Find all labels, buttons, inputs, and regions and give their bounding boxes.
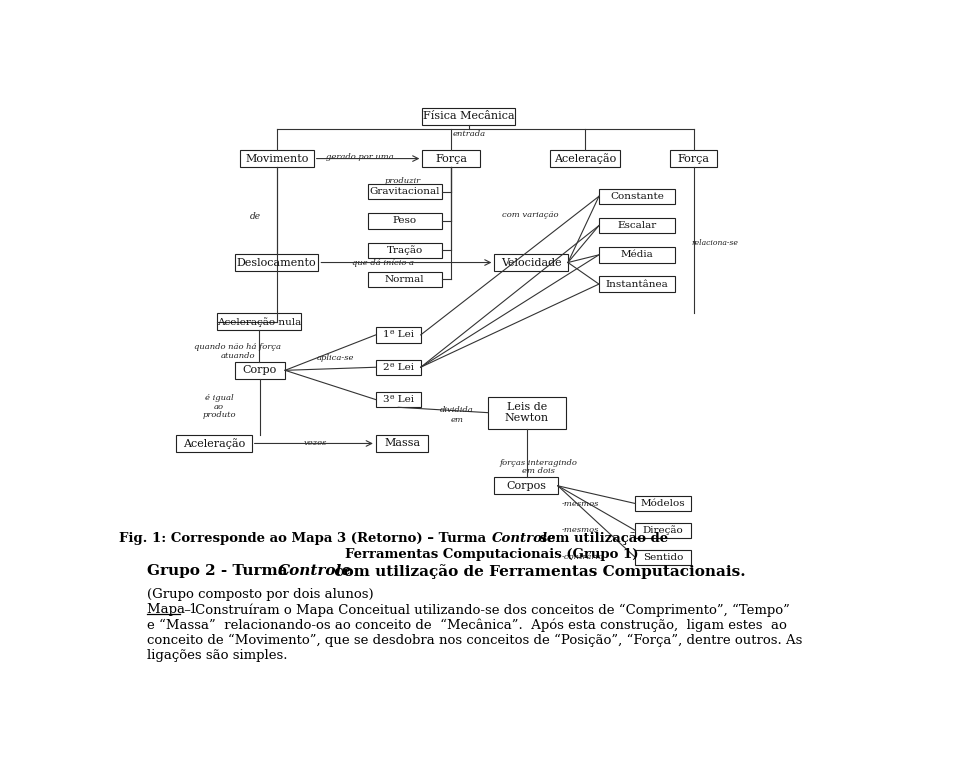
FancyBboxPatch shape xyxy=(599,218,675,234)
FancyBboxPatch shape xyxy=(234,254,319,271)
FancyBboxPatch shape xyxy=(375,435,428,452)
Text: Aceleração: Aceleração xyxy=(182,438,245,449)
Text: Controle: Controle xyxy=(492,532,557,546)
Text: Mapa 1: Mapa 1 xyxy=(147,603,198,616)
FancyBboxPatch shape xyxy=(636,496,691,511)
Text: Direção: Direção xyxy=(643,525,684,535)
FancyBboxPatch shape xyxy=(494,254,568,271)
Text: Aceleração: Aceleração xyxy=(554,153,616,164)
Text: gerado por uma: gerado por uma xyxy=(326,153,395,161)
FancyBboxPatch shape xyxy=(368,243,442,258)
FancyBboxPatch shape xyxy=(240,150,314,167)
FancyBboxPatch shape xyxy=(494,477,558,494)
Text: Corpos: Corpos xyxy=(506,481,546,491)
FancyBboxPatch shape xyxy=(488,397,565,429)
Text: Física Mecânica: Física Mecânica xyxy=(423,111,515,121)
Text: sem utilização de: sem utilização de xyxy=(536,532,668,546)
Text: Peso: Peso xyxy=(393,217,417,226)
Text: forças interagindo: forças interagindo xyxy=(499,459,577,466)
FancyBboxPatch shape xyxy=(375,359,420,375)
FancyBboxPatch shape xyxy=(599,247,675,262)
Text: Velocidade: Velocidade xyxy=(501,258,562,268)
Text: -mesmos: -mesmos xyxy=(562,500,599,508)
Text: em dois: em dois xyxy=(522,467,555,475)
Text: ao: ao xyxy=(214,403,225,411)
Text: Instantânea: Instantânea xyxy=(606,279,668,289)
Text: Sentido: Sentido xyxy=(643,553,684,562)
Text: é igual: é igual xyxy=(204,394,233,402)
Text: e “Massa”  relacionando-os ao conceito de  “Mecânica”.  Após esta construção,  l: e “Massa” relacionando-os ao conceito de… xyxy=(147,618,787,632)
FancyBboxPatch shape xyxy=(599,276,675,292)
Text: dividida
em: dividida em xyxy=(441,407,474,424)
Text: (Grupo composto por dois alunos): (Grupo composto por dois alunos) xyxy=(147,588,373,601)
Text: Aceleração nula: Aceleração nula xyxy=(217,317,300,327)
Text: Corpo: Corpo xyxy=(243,365,277,376)
Text: Normal: Normal xyxy=(385,275,424,284)
FancyBboxPatch shape xyxy=(368,184,442,199)
Text: produto: produto xyxy=(203,411,236,419)
Text: atuando: atuando xyxy=(221,352,255,360)
Text: quando não há força: quando não há força xyxy=(194,343,281,352)
FancyBboxPatch shape xyxy=(599,189,675,204)
FancyBboxPatch shape xyxy=(368,213,442,229)
Text: Massa: Massa xyxy=(384,438,420,449)
FancyBboxPatch shape xyxy=(375,327,420,342)
FancyBboxPatch shape xyxy=(176,435,252,452)
Text: -mesmos: -mesmos xyxy=(562,526,599,535)
Text: 3ª Lei: 3ª Lei xyxy=(383,395,414,404)
Text: – Construíram o Mapa Conceitual utilizando-se dos conceitos de “Comprimento”, “T: – Construíram o Mapa Conceitual utilizan… xyxy=(180,603,790,617)
Text: -contrário: -contrário xyxy=(562,553,604,561)
Text: Tração: Tração xyxy=(387,245,423,255)
FancyBboxPatch shape xyxy=(670,150,717,167)
Text: Força: Força xyxy=(678,154,709,164)
Text: Gravitacional: Gravitacional xyxy=(370,187,440,196)
Text: produzir: produzir xyxy=(385,177,420,185)
Text: entrada: entrada xyxy=(452,130,486,138)
Text: 2ª Lei: 2ª Lei xyxy=(383,362,414,372)
Text: Média: Média xyxy=(620,251,654,259)
Text: Leis de
Newton: Leis de Newton xyxy=(505,402,549,424)
FancyBboxPatch shape xyxy=(217,314,300,331)
FancyBboxPatch shape xyxy=(368,272,442,287)
Text: conceito de “Movimento”, que se desdobra nos conceitos de “Posição”, “Força”, de: conceito de “Movimento”, que se desdobra… xyxy=(147,634,803,647)
FancyBboxPatch shape xyxy=(636,523,691,539)
Text: relaciona-se: relaciona-se xyxy=(692,238,738,247)
Text: Grupo 2 - Turma: Grupo 2 - Turma xyxy=(147,564,293,578)
Text: Módelos: Módelos xyxy=(641,499,685,508)
Text: Ferramentas Computacionais (Grupo 1): Ferramentas Computacionais (Grupo 1) xyxy=(346,548,638,561)
FancyBboxPatch shape xyxy=(375,392,420,407)
Text: de: de xyxy=(250,212,261,221)
Text: Força: Força xyxy=(435,154,468,164)
Text: com variação: com variação xyxy=(502,211,559,219)
Text: Controle: Controle xyxy=(278,564,352,578)
FancyBboxPatch shape xyxy=(636,549,691,565)
Text: ligações são simples.: ligações são simples. xyxy=(147,650,288,663)
FancyBboxPatch shape xyxy=(422,108,516,125)
Text: Escalar: Escalar xyxy=(617,221,657,230)
FancyBboxPatch shape xyxy=(234,362,285,379)
Text: vezes: vezes xyxy=(303,439,327,448)
Text: Deslocamento: Deslocamento xyxy=(237,258,317,268)
FancyBboxPatch shape xyxy=(550,150,620,167)
Text: Movimento: Movimento xyxy=(245,154,308,164)
Text: aplica-se: aplica-se xyxy=(317,354,354,362)
Text: 1ª Lei: 1ª Lei xyxy=(383,331,414,339)
Text: que dá início a: que dá início a xyxy=(352,258,415,266)
FancyBboxPatch shape xyxy=(422,150,480,167)
Text: Fig. 1: Corresponde ao Mapa 3 (Retorno) – Turma: Fig. 1: Corresponde ao Mapa 3 (Retorno) … xyxy=(119,532,491,546)
Text: Constante: Constante xyxy=(610,192,664,201)
Text: com utilização de Ferramentas Computacionais.: com utilização de Ferramentas Computacio… xyxy=(329,564,746,579)
